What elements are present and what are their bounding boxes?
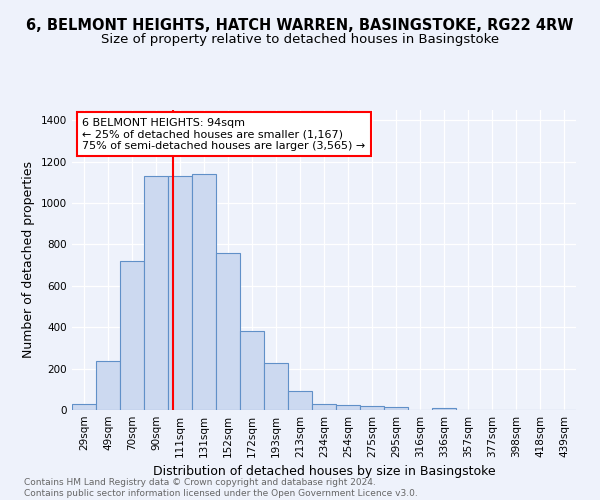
Text: 6, BELMONT HEIGHTS, HATCH WARREN, BASINGSTOKE, RG22 4RW: 6, BELMONT HEIGHTS, HATCH WARREN, BASING…: [26, 18, 574, 32]
Y-axis label: Number of detached properties: Number of detached properties: [22, 162, 35, 358]
Bar: [432, 408, 456, 410]
Bar: [288, 391, 312, 410]
Bar: [192, 174, 216, 410]
X-axis label: Distribution of detached houses by size in Basingstoke: Distribution of detached houses by size …: [152, 466, 496, 478]
Text: Contains HM Land Registry data © Crown copyright and database right 2024.
Contai: Contains HM Land Registry data © Crown c…: [24, 478, 418, 498]
Bar: [168, 176, 192, 410]
Text: 6 BELMONT HEIGHTS: 94sqm
← 25% of detached houses are smaller (1,167)
75% of sem: 6 BELMONT HEIGHTS: 94sqm ← 25% of detach…: [82, 118, 365, 150]
Bar: [120, 261, 144, 410]
Bar: [96, 362, 120, 410]
Text: Size of property relative to detached houses in Basingstoke: Size of property relative to detached ho…: [101, 32, 499, 46]
Bar: [360, 406, 384, 410]
Bar: [72, 404, 96, 410]
Bar: [264, 364, 288, 410]
Bar: [312, 404, 336, 410]
Bar: [336, 406, 360, 410]
Bar: [144, 176, 168, 410]
Bar: [216, 253, 240, 410]
Bar: [240, 332, 264, 410]
Bar: [384, 407, 408, 410]
